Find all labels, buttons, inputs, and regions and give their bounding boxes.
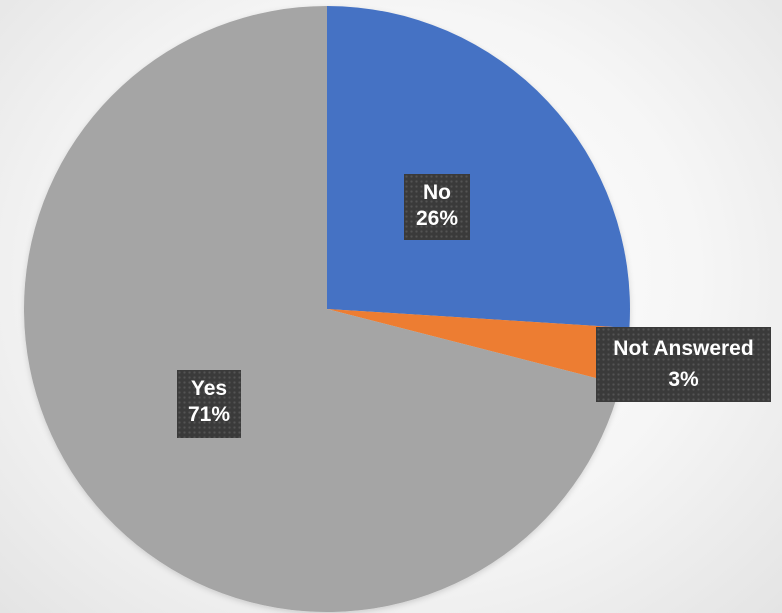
pie-slice-no (327, 6, 630, 329)
pie-slice-yes (23, 5, 621, 612)
data-label-not-answered: Not Answered 3% (596, 327, 771, 402)
pie-slice-not-answered (327, 309, 630, 385)
data-label-yes-category: Yes (190, 377, 228, 400)
data-label-no-category: No (423, 181, 451, 204)
data-label-no: No 26% (404, 174, 470, 240)
data-label-yes-value: 71% (187, 403, 231, 426)
data-label-not-answered-value: 3% (668, 368, 699, 391)
data-label-no-value: 26% (415, 207, 459, 230)
data-label-yes: Yes 71% (177, 370, 241, 438)
data-label-not-answered-category: Not Answered (613, 337, 754, 360)
